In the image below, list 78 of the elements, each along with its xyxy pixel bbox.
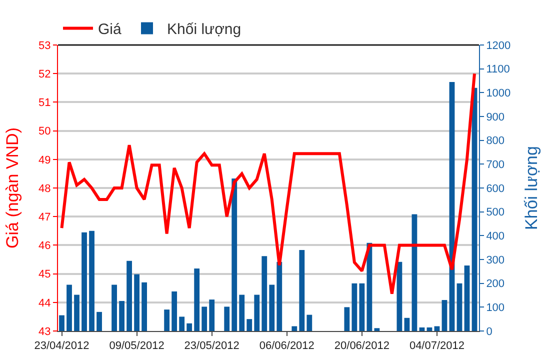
y2-tick-label: 600 bbox=[486, 182, 505, 195]
bar bbox=[426, 327, 432, 331]
y2-tick-label: 200 bbox=[486, 278, 505, 290]
bar bbox=[299, 250, 305, 331]
bar bbox=[82, 232, 87, 331]
y-axis-title: Giá (ngàn VND) bbox=[3, 128, 22, 248]
y2-axis-title: Khối lượng bbox=[522, 146, 542, 230]
y-tick-label: 45 bbox=[38, 268, 51, 281]
y2-tick-label: 100 bbox=[486, 302, 505, 314]
bar bbox=[186, 323, 192, 331]
y2-tick-label: 0 bbox=[486, 326, 492, 338]
y-tick-label: 43 bbox=[38, 326, 51, 338]
bar bbox=[464, 265, 470, 331]
bar bbox=[232, 178, 238, 331]
y2-tick-label: 800 bbox=[486, 135, 505, 148]
y2-tick-label: 500 bbox=[486, 206, 505, 219]
y-tick-label: 48 bbox=[38, 182, 51, 195]
bar bbox=[366, 242, 372, 331]
x-tick-label: 06/06/2012 bbox=[259, 340, 314, 352]
y-tick-label: 44 bbox=[38, 297, 51, 310]
bar bbox=[276, 262, 282, 331]
bar bbox=[89, 230, 94, 331]
y-tick-label: 53 bbox=[38, 40, 51, 52]
y-tick-label: 52 bbox=[38, 68, 51, 80]
x-tick-label: 04/07/2012 bbox=[409, 340, 465, 352]
bar bbox=[434, 326, 440, 331]
bar bbox=[404, 318, 410, 331]
bar bbox=[59, 315, 64, 331]
bar bbox=[119, 300, 124, 331]
bar bbox=[239, 294, 245, 331]
bar bbox=[74, 294, 80, 331]
bar bbox=[352, 283, 358, 331]
bar bbox=[374, 328, 380, 331]
bar bbox=[269, 284, 275, 331]
y-tick-label: 51 bbox=[38, 97, 51, 110]
bar bbox=[179, 316, 185, 331]
bar bbox=[344, 307, 350, 331]
x-tick-label: 23/04/2012 bbox=[34, 340, 90, 352]
y2-tick-label: 700 bbox=[486, 159, 505, 172]
bar bbox=[456, 283, 462, 331]
bar bbox=[246, 319, 252, 331]
bar bbox=[112, 284, 117, 331]
bar bbox=[224, 306, 230, 331]
x-tick-label: 20/06/2012 bbox=[334, 340, 390, 352]
legend-label: Giá bbox=[98, 21, 122, 38]
bar bbox=[442, 300, 448, 331]
y2-tick-label: 1200 bbox=[486, 40, 511, 52]
y2-tick-label: 400 bbox=[486, 230, 505, 243]
x-tick-label: 09/05/2012 bbox=[109, 340, 164, 352]
y-tick-label: 47 bbox=[38, 211, 51, 224]
x-tick-label: 23/05/2012 bbox=[184, 340, 240, 352]
bar bbox=[419, 327, 425, 331]
bar bbox=[96, 312, 102, 331]
bar bbox=[359, 283, 365, 331]
y2-tick-label: 1000 bbox=[486, 88, 511, 100]
line-series bbox=[60, 72, 476, 296]
y2-tick-label: 300 bbox=[486, 254, 505, 266]
bar bbox=[126, 260, 132, 331]
bar bbox=[306, 314, 312, 331]
y-tick-label: 49 bbox=[38, 154, 51, 166]
bar bbox=[202, 306, 208, 331]
bar bbox=[292, 326, 298, 331]
y-tick-label: 46 bbox=[38, 240, 51, 252]
bar bbox=[66, 284, 72, 331]
bar bbox=[209, 300, 215, 331]
bar bbox=[172, 291, 178, 331]
bar bbox=[194, 268, 200, 331]
bar bbox=[262, 256, 268, 331]
bar bbox=[412, 214, 418, 331]
bar bbox=[164, 310, 170, 331]
bar bbox=[254, 294, 260, 331]
y-tick-label: 50 bbox=[38, 126, 51, 138]
bar bbox=[142, 282, 147, 331]
y2-tick-label: 900 bbox=[486, 111, 505, 124]
legend-label: Khối lượng bbox=[167, 21, 242, 38]
bar bbox=[396, 262, 402, 331]
bar bbox=[134, 274, 140, 331]
y2-tick-label: 1100 bbox=[486, 64, 510, 76]
